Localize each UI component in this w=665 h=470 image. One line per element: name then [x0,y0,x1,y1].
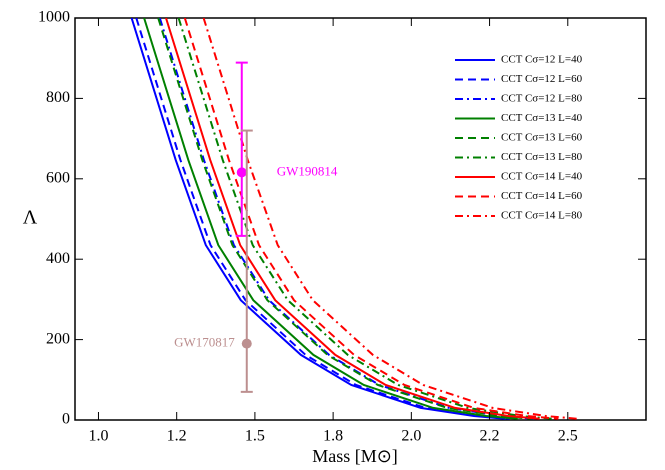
series-line [183,18,559,420]
data-point [236,167,247,178]
point-label: GW170817 [174,335,235,350]
legend-label: CCT Cσ=12 L=60 [501,73,583,85]
y-tick-label: 0 [62,411,70,428]
legend-label: CCT Cσ=12 L=40 [501,54,583,66]
y-tick-label: 1000 [38,9,70,26]
x-tick-label: 2.2 [480,428,500,445]
series-line [157,18,532,420]
point-label: GW190814 [277,163,338,178]
x-tick-label: 1.2 [167,428,187,445]
series-line [143,18,518,420]
y-tick-label: 400 [46,250,70,267]
y-axis-label: Λ [23,207,38,229]
legend-label: CCT Cσ=12 L=80 [501,93,583,105]
series-line [135,18,510,420]
x-tick-label: 1.8 [323,428,343,445]
x-axis-label: Mass [M⊙] [312,446,398,466]
y-tick-label: 200 [46,330,70,347]
series-line [177,18,553,420]
x-tick-label: 2.0 [401,428,421,445]
legend-label: CCT Cσ=13 L=80 [501,151,583,163]
y-tick-label: 800 [46,89,70,106]
data-point [241,338,252,349]
plot-area [130,18,578,420]
x-tick-label: 1.0 [88,428,108,445]
legend-label: CCT Cσ=14 L=40 [501,171,583,183]
series-line [202,18,578,420]
legend-label: CCT Cσ=14 L=80 [501,210,583,222]
legend-label: CCT Cσ=13 L=60 [501,132,583,144]
legend-label: CCT Cσ=14 L=60 [501,190,583,202]
x-tick-label: 2.5 [558,428,578,445]
series-line [158,18,534,420]
y-tick-label: 600 [46,169,70,186]
legend-label: CCT Cσ=13 L=40 [501,112,583,124]
plot-frame [74,17,647,421]
x-tick-label: 1.5 [245,428,265,445]
series-line [165,18,540,420]
